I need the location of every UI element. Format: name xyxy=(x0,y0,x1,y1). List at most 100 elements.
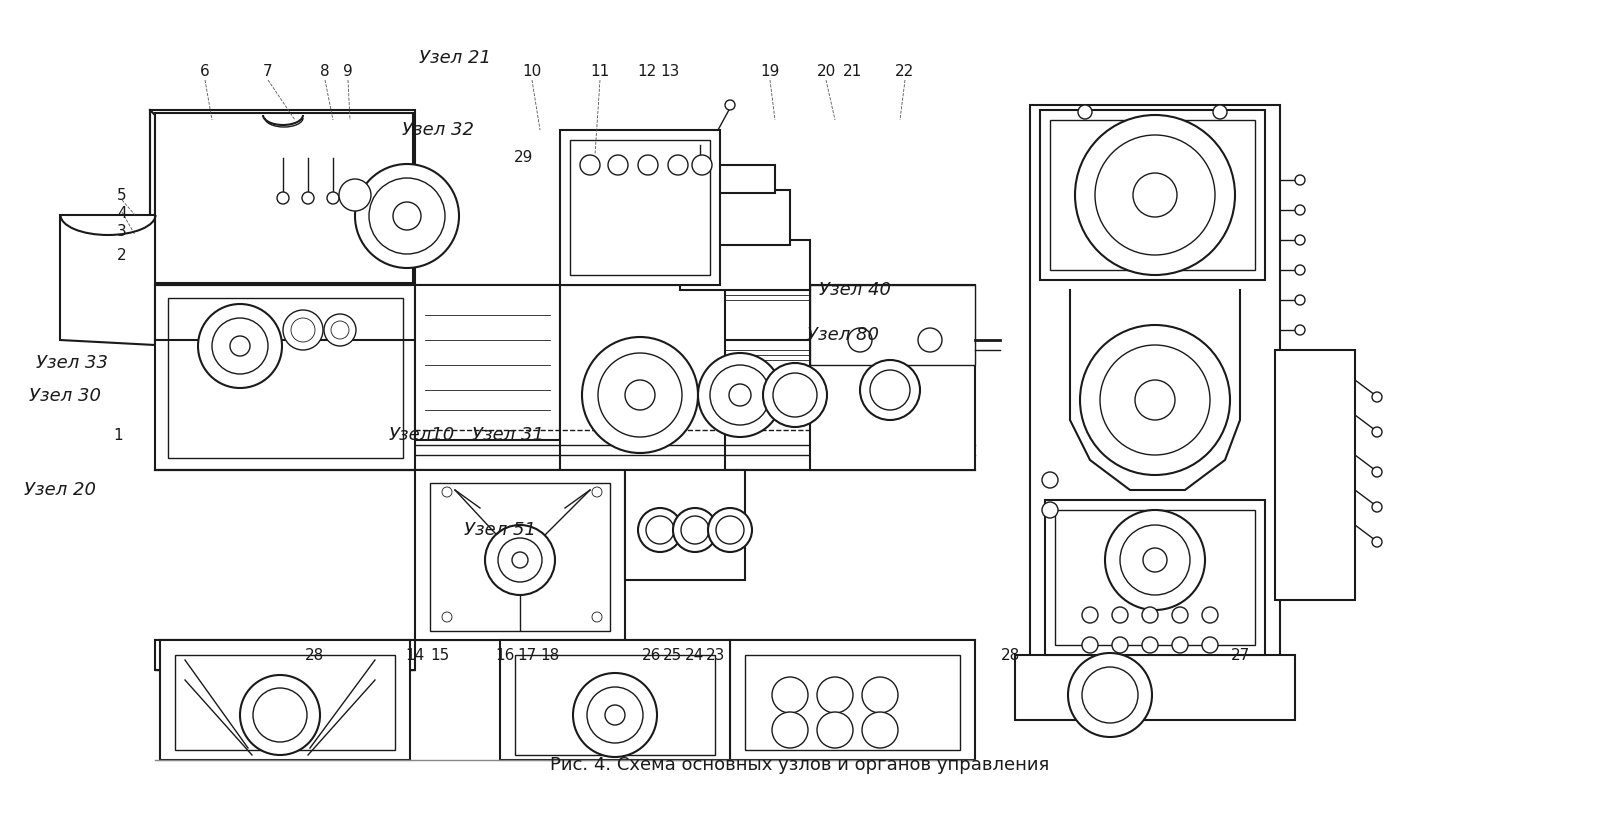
Circle shape xyxy=(277,192,290,204)
Circle shape xyxy=(1373,537,1382,547)
Circle shape xyxy=(1373,392,1382,402)
Circle shape xyxy=(1112,607,1128,623)
Bar xyxy=(1045,500,1266,655)
Circle shape xyxy=(773,373,818,417)
Text: 10: 10 xyxy=(522,64,542,79)
Bar xyxy=(155,285,414,470)
Circle shape xyxy=(1294,295,1306,305)
Circle shape xyxy=(1042,472,1058,488)
Circle shape xyxy=(498,538,542,582)
Circle shape xyxy=(1082,637,1098,653)
Bar xyxy=(810,285,974,365)
Circle shape xyxy=(669,155,688,175)
Text: Узел 30: Узел 30 xyxy=(29,387,101,405)
Bar xyxy=(715,165,774,193)
Circle shape xyxy=(302,192,314,204)
Bar xyxy=(1014,655,1294,720)
Text: 5: 5 xyxy=(117,188,126,203)
Text: 28: 28 xyxy=(306,649,325,664)
Bar xyxy=(680,240,810,290)
Circle shape xyxy=(370,178,445,254)
Circle shape xyxy=(763,363,827,427)
Text: Узел 40: Узел 40 xyxy=(819,281,891,299)
Circle shape xyxy=(253,688,307,742)
Text: 27: 27 xyxy=(1230,649,1250,664)
Text: Рис. 4. Схема основных узлов и органов управления: Рис. 4. Схема основных узлов и органов у… xyxy=(550,756,1050,774)
Circle shape xyxy=(707,508,752,552)
Bar xyxy=(414,285,560,440)
Circle shape xyxy=(1213,105,1227,119)
Circle shape xyxy=(291,318,315,342)
Circle shape xyxy=(638,155,658,175)
Circle shape xyxy=(1171,607,1187,623)
Circle shape xyxy=(1142,607,1158,623)
Circle shape xyxy=(442,487,453,497)
Bar xyxy=(1275,350,1355,600)
Circle shape xyxy=(1294,175,1306,185)
Circle shape xyxy=(1106,510,1205,610)
Circle shape xyxy=(1112,637,1128,653)
Bar xyxy=(155,113,413,283)
Circle shape xyxy=(1133,173,1178,217)
Circle shape xyxy=(1294,235,1306,245)
Circle shape xyxy=(1142,548,1166,572)
Text: 29: 29 xyxy=(514,150,534,165)
Circle shape xyxy=(1373,502,1382,512)
Text: 28: 28 xyxy=(1000,649,1019,664)
Circle shape xyxy=(240,675,320,755)
Circle shape xyxy=(512,552,528,568)
Circle shape xyxy=(848,328,872,352)
Circle shape xyxy=(283,310,323,350)
Polygon shape xyxy=(61,215,155,345)
Circle shape xyxy=(355,164,459,268)
Circle shape xyxy=(1294,325,1306,335)
Text: 21: 21 xyxy=(842,64,862,79)
Text: 18: 18 xyxy=(541,649,560,664)
Circle shape xyxy=(442,612,453,622)
Text: 7: 7 xyxy=(262,64,274,79)
Text: 4: 4 xyxy=(117,205,126,220)
Circle shape xyxy=(646,516,674,544)
Circle shape xyxy=(710,365,770,425)
Circle shape xyxy=(331,321,349,339)
Circle shape xyxy=(818,712,853,748)
Circle shape xyxy=(1134,380,1174,420)
Bar xyxy=(499,640,730,760)
Text: Узел 21: Узел 21 xyxy=(419,49,491,67)
Circle shape xyxy=(1373,427,1382,437)
Text: Узел10: Узел10 xyxy=(389,426,454,444)
Text: 17: 17 xyxy=(517,649,536,664)
Bar xyxy=(701,190,790,245)
Circle shape xyxy=(861,360,920,420)
Bar xyxy=(570,140,710,275)
Bar xyxy=(1030,105,1280,665)
Circle shape xyxy=(638,508,682,552)
Circle shape xyxy=(1094,135,1214,255)
Circle shape xyxy=(674,508,717,552)
Circle shape xyxy=(698,353,782,437)
Bar xyxy=(560,130,720,285)
Text: 2: 2 xyxy=(117,247,126,262)
Circle shape xyxy=(771,712,808,748)
Circle shape xyxy=(717,516,744,544)
Circle shape xyxy=(870,370,910,410)
Bar xyxy=(168,298,403,458)
Bar xyxy=(155,640,414,670)
Text: Узел 51: Узел 51 xyxy=(464,521,536,539)
Circle shape xyxy=(485,525,555,595)
Bar xyxy=(430,483,610,631)
Text: 11: 11 xyxy=(590,64,610,79)
Circle shape xyxy=(1294,205,1306,215)
Circle shape xyxy=(326,192,339,204)
Circle shape xyxy=(394,202,421,230)
Text: 9: 9 xyxy=(342,64,354,79)
Text: 15: 15 xyxy=(430,649,450,664)
Circle shape xyxy=(1171,637,1187,653)
Text: 14: 14 xyxy=(405,649,424,664)
Circle shape xyxy=(1069,653,1152,737)
Text: 8: 8 xyxy=(320,64,330,79)
Circle shape xyxy=(1202,607,1218,623)
Circle shape xyxy=(1078,105,1091,119)
Circle shape xyxy=(587,687,643,743)
Circle shape xyxy=(592,612,602,622)
